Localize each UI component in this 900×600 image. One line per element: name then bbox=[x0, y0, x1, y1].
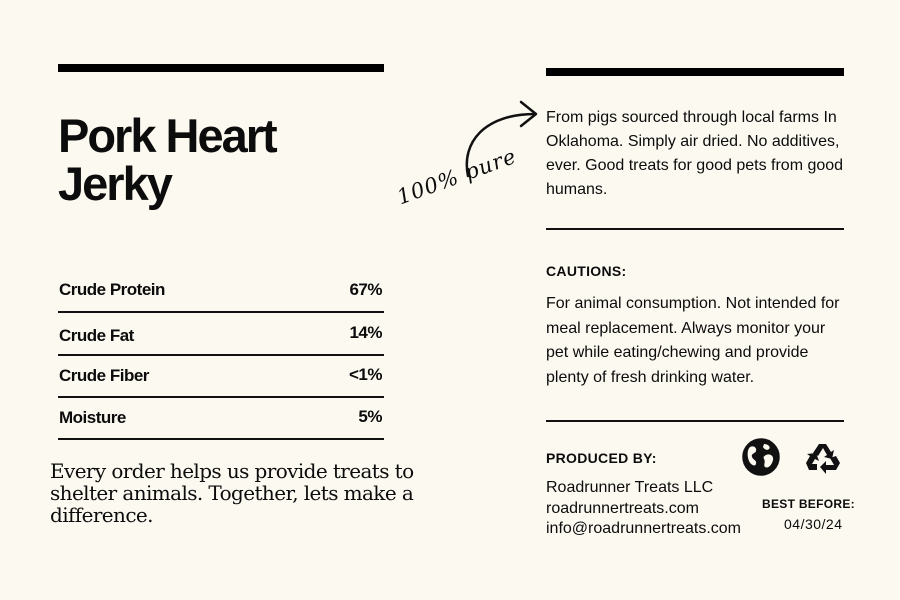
nutrition-value: 67% bbox=[349, 280, 382, 299]
table-divider bbox=[58, 354, 384, 356]
best-before-label: BEST BEFORE: bbox=[762, 497, 855, 511]
nutrition-label: Moisture bbox=[59, 408, 126, 427]
cautions-heading: CAUTIONS: bbox=[546, 263, 627, 279]
nutrition-label: Crude Fiber bbox=[59, 366, 149, 385]
section-divider bbox=[546, 420, 844, 422]
table-divider bbox=[58, 396, 384, 398]
best-before-date: 04/30/24 bbox=[784, 516, 843, 532]
producer-heading: PRODUCED BY: bbox=[546, 450, 657, 466]
top-bar-right bbox=[546, 68, 844, 76]
globe-icon bbox=[742, 438, 780, 476]
cautions-text: For animal consumption. Not intended for… bbox=[546, 295, 840, 386]
table-divider bbox=[58, 311, 384, 313]
nutrition-value: 14% bbox=[349, 323, 382, 342]
curved-arrow-icon bbox=[465, 100, 538, 178]
nutrition-label: Crude Fat bbox=[59, 326, 134, 345]
nutrition-label: Crude Protein bbox=[59, 280, 165, 299]
top-bar-left bbox=[58, 64, 384, 72]
producer-info: Roadrunner Treats LLC roadrunnertreats.c… bbox=[546, 478, 776, 540]
section-divider bbox=[546, 228, 844, 230]
recycle-icon bbox=[806, 444, 840, 474]
producer-website: roadrunnertreats.com bbox=[546, 499, 699, 517]
nutrition-value: <1% bbox=[349, 365, 383, 384]
nutrition-value: 5% bbox=[358, 407, 382, 426]
slogan: Every order helps us provide treats to s… bbox=[50, 459, 414, 527]
producer-email: info@roadrunnertreats.com bbox=[546, 520, 741, 537]
intro-text: From pigs sourced through local farms In… bbox=[546, 109, 844, 198]
product-title: Pork Heart Jerky bbox=[58, 109, 278, 210]
producer-name: Roadrunner Treats LLC bbox=[546, 479, 714, 496]
table-divider bbox=[58, 438, 384, 440]
